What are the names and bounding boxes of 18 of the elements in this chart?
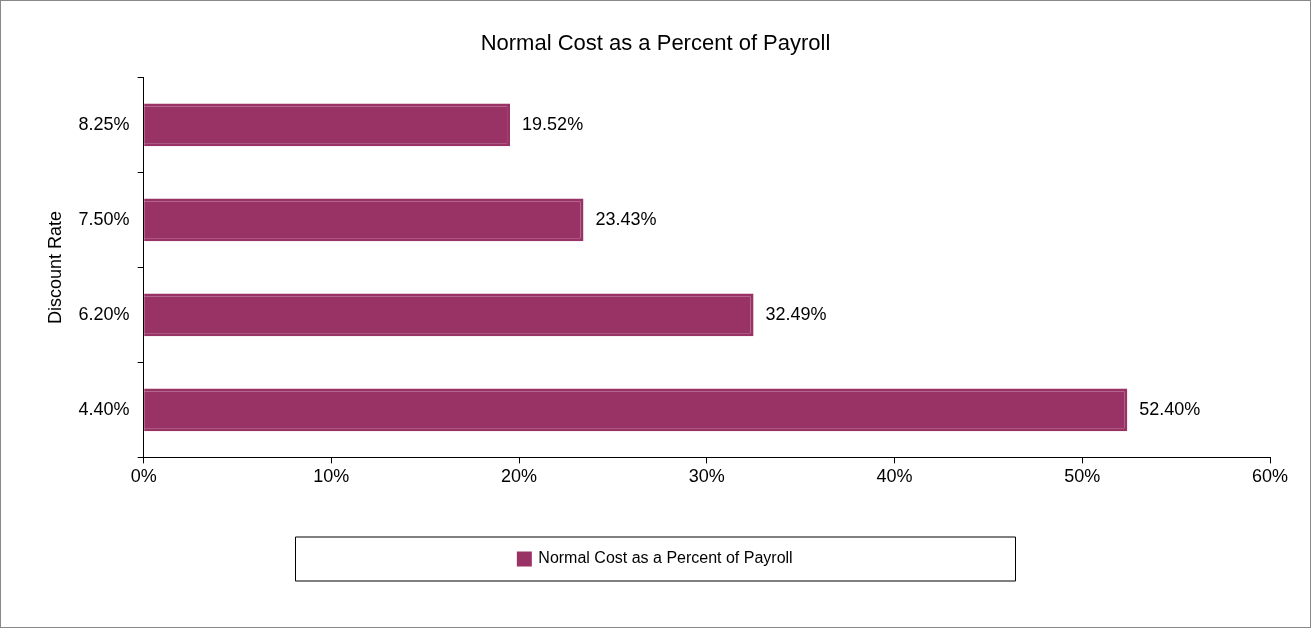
data-label: 23.43% (595, 208, 657, 229)
legend-label: Normal Cost as a Percent of Payroll (538, 549, 793, 567)
chart-title: Normal Cost as a Percent of Payroll (480, 30, 831, 56)
x-tick-label: 60% (1251, 466, 1289, 487)
data-label: 19.52% (522, 113, 584, 134)
x-tick-label: 30% (688, 466, 725, 487)
y-tick-label: 6.20% (78, 303, 130, 324)
x-tick-label: 0% (130, 466, 157, 487)
data-label: 52.40% (1139, 398, 1201, 419)
x-tick-label: 20% (501, 466, 538, 487)
data-label: 32.49% (765, 303, 827, 324)
y-tick-label: 8.25% (78, 113, 130, 134)
y-tick-label: 7.50% (78, 208, 130, 229)
x-tick-label: 40% (876, 466, 913, 487)
x-tick-label: 50% (1064, 466, 1101, 487)
y-axis-title: Discount Rate (44, 210, 65, 324)
y-tick-label: 4.40% (78, 398, 130, 419)
x-tick-label: 10% (313, 466, 350, 487)
